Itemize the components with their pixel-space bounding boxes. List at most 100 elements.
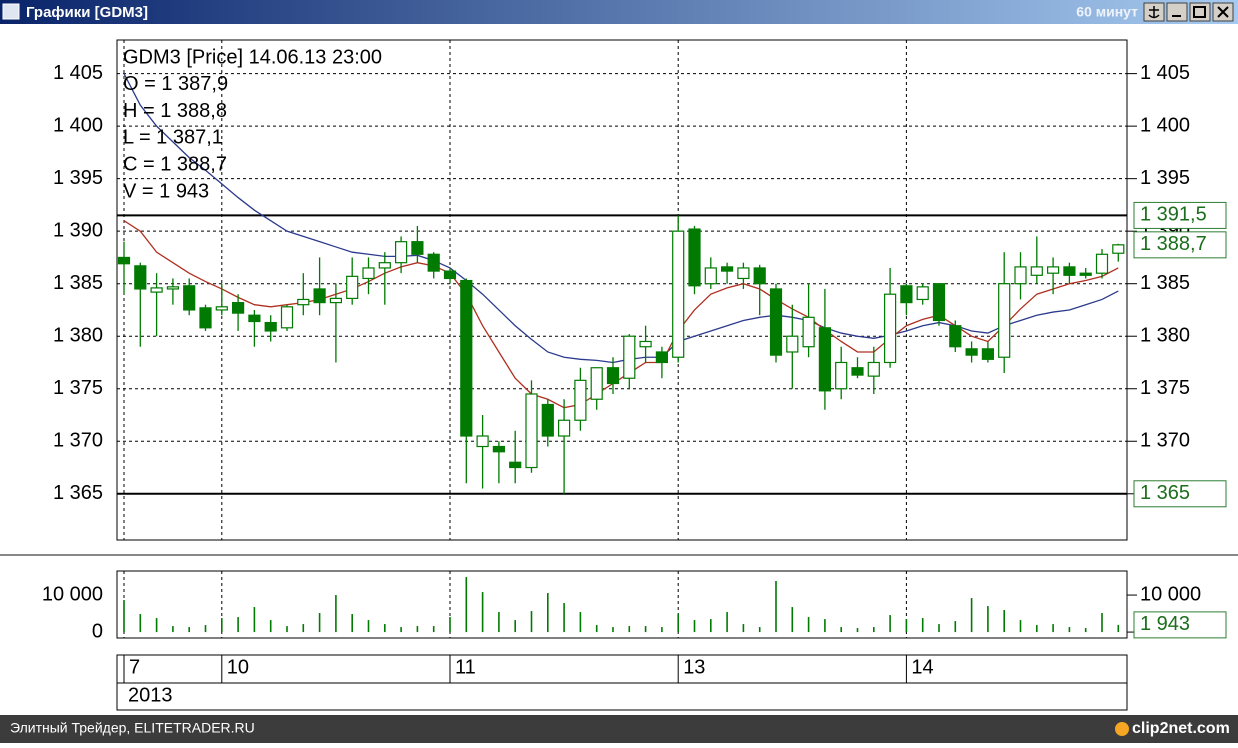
candle-body (199, 307, 212, 329)
candle-body (574, 379, 587, 421)
candle-body (981, 348, 995, 360)
candle-body (395, 241, 408, 264)
candle-body (900, 285, 913, 304)
candle-body (297, 298, 310, 306)
candle-body (215, 306, 228, 311)
info-line: L = 1 387,1 (123, 127, 223, 149)
candle-body (1079, 272, 1092, 276)
y-tick-label: 1 405 (53, 62, 103, 84)
candle-body (753, 267, 766, 285)
candle-body (606, 367, 620, 385)
candle-body (313, 288, 326, 304)
candle-body (867, 361, 880, 377)
candle-body (1063, 266, 1076, 276)
candle-body (183, 285, 196, 311)
volume-label-box (1133, 611, 1227, 639)
candle-body (411, 241, 424, 255)
candle-body (1095, 253, 1109, 274)
y-tick-label: 1 395 (53, 167, 103, 189)
footer-bar (0, 715, 1238, 743)
candle-body (704, 267, 717, 285)
candle-body (166, 286, 179, 290)
candle-body (134, 265, 147, 290)
candle-body (509, 461, 522, 469)
title-bar (0, 0, 1238, 24)
footer-text: Элитный Трейдер, ELITETRADER.RU (10, 720, 255, 736)
candle-body (835, 361, 848, 390)
info-line: O = 1 387,9 (123, 73, 228, 95)
y-tick-label-right: 1 385 (1140, 272, 1190, 294)
moving-average (123, 220, 1119, 409)
x-tick-label: 10 (227, 656, 249, 678)
window-buttons[interactable] (1143, 2, 1234, 22)
price-label-box (1133, 480, 1227, 508)
y-tick-label-right: 1 375 (1140, 377, 1190, 399)
candle-body (117, 256, 131, 265)
candle-body (688, 228, 701, 287)
x-tick-label: 13 (683, 656, 705, 678)
candle-body (1112, 244, 1125, 254)
candle-body (525, 393, 538, 469)
y-tick-label-right: 1 395 (1140, 167, 1190, 189)
info-line: H = 1 388,8 (123, 100, 227, 122)
timeframe[interactable]: 60 минут (1076, 4, 1138, 20)
candle-body (476, 435, 489, 448)
candle-body (362, 267, 375, 280)
candle-body (769, 288, 783, 356)
window-icon (2, 3, 20, 20)
candle-body (150, 287, 163, 293)
price-label-box (1133, 201, 1227, 229)
candle-body (802, 316, 815, 348)
y-tick-label: 10 000 (42, 583, 103, 605)
candle-body (460, 279, 473, 437)
candle-body (232, 302, 245, 314)
candle-body (623, 335, 636, 379)
candle-body (949, 325, 962, 348)
watermark: clip2net.com (1132, 720, 1230, 737)
y-tick-label: 1 385 (53, 272, 103, 294)
candle-body (672, 230, 685, 358)
candle-body (264, 321, 277, 332)
y-tick-label: 1 390 (53, 219, 103, 241)
y-tick-label: 1 375 (53, 377, 103, 399)
price-label: 1 391,5 (1140, 204, 1207, 226)
info-line: V = 1 943 (123, 180, 209, 202)
y-tick-label: 1 400 (53, 114, 103, 136)
candle-body (655, 351, 669, 364)
candle-body (818, 327, 832, 392)
candle-body (427, 253, 440, 272)
candle-body (916, 286, 929, 301)
candle-body (346, 275, 359, 300)
candle-body (557, 419, 571, 437)
candle-body (248, 314, 261, 323)
candle-body (786, 335, 799, 353)
y-tick-label-right: 1 370 (1140, 430, 1190, 452)
candle-body (541, 403, 554, 437)
info-line: GDM3 [Price] 14.06.13 23:00 (123, 46, 382, 68)
candle-body (329, 297, 342, 304)
candle-body (932, 283, 946, 322)
candle-body (998, 283, 1011, 358)
candle-body (1014, 266, 1027, 285)
candle-body (851, 367, 864, 376)
y-tick-label-right: 1 400 (1140, 114, 1190, 136)
y-tick-label: 1 370 (53, 430, 103, 452)
year-label: 2013 (128, 684, 173, 706)
candle-body (492, 445, 505, 453)
y-tick-label: 1 380 (53, 324, 103, 346)
volume-plot (116, 570, 1128, 639)
volume-label: 1 943 (1140, 613, 1190, 635)
candle-body (720, 266, 734, 272)
x-tick-label: 11 (455, 656, 476, 678)
candle-body (378, 262, 391, 269)
candle-body (590, 367, 603, 400)
candle-body (1046, 266, 1060, 274)
price-label: 1 388,7 (1140, 233, 1207, 255)
price-plot (116, 39, 1128, 541)
y-tick-label-right: 1 380 (1140, 324, 1190, 346)
y-tick-label: 0 (92, 620, 103, 642)
candle-body (443, 270, 457, 280)
y-tick-label-right: 1 405 (1140, 62, 1190, 84)
